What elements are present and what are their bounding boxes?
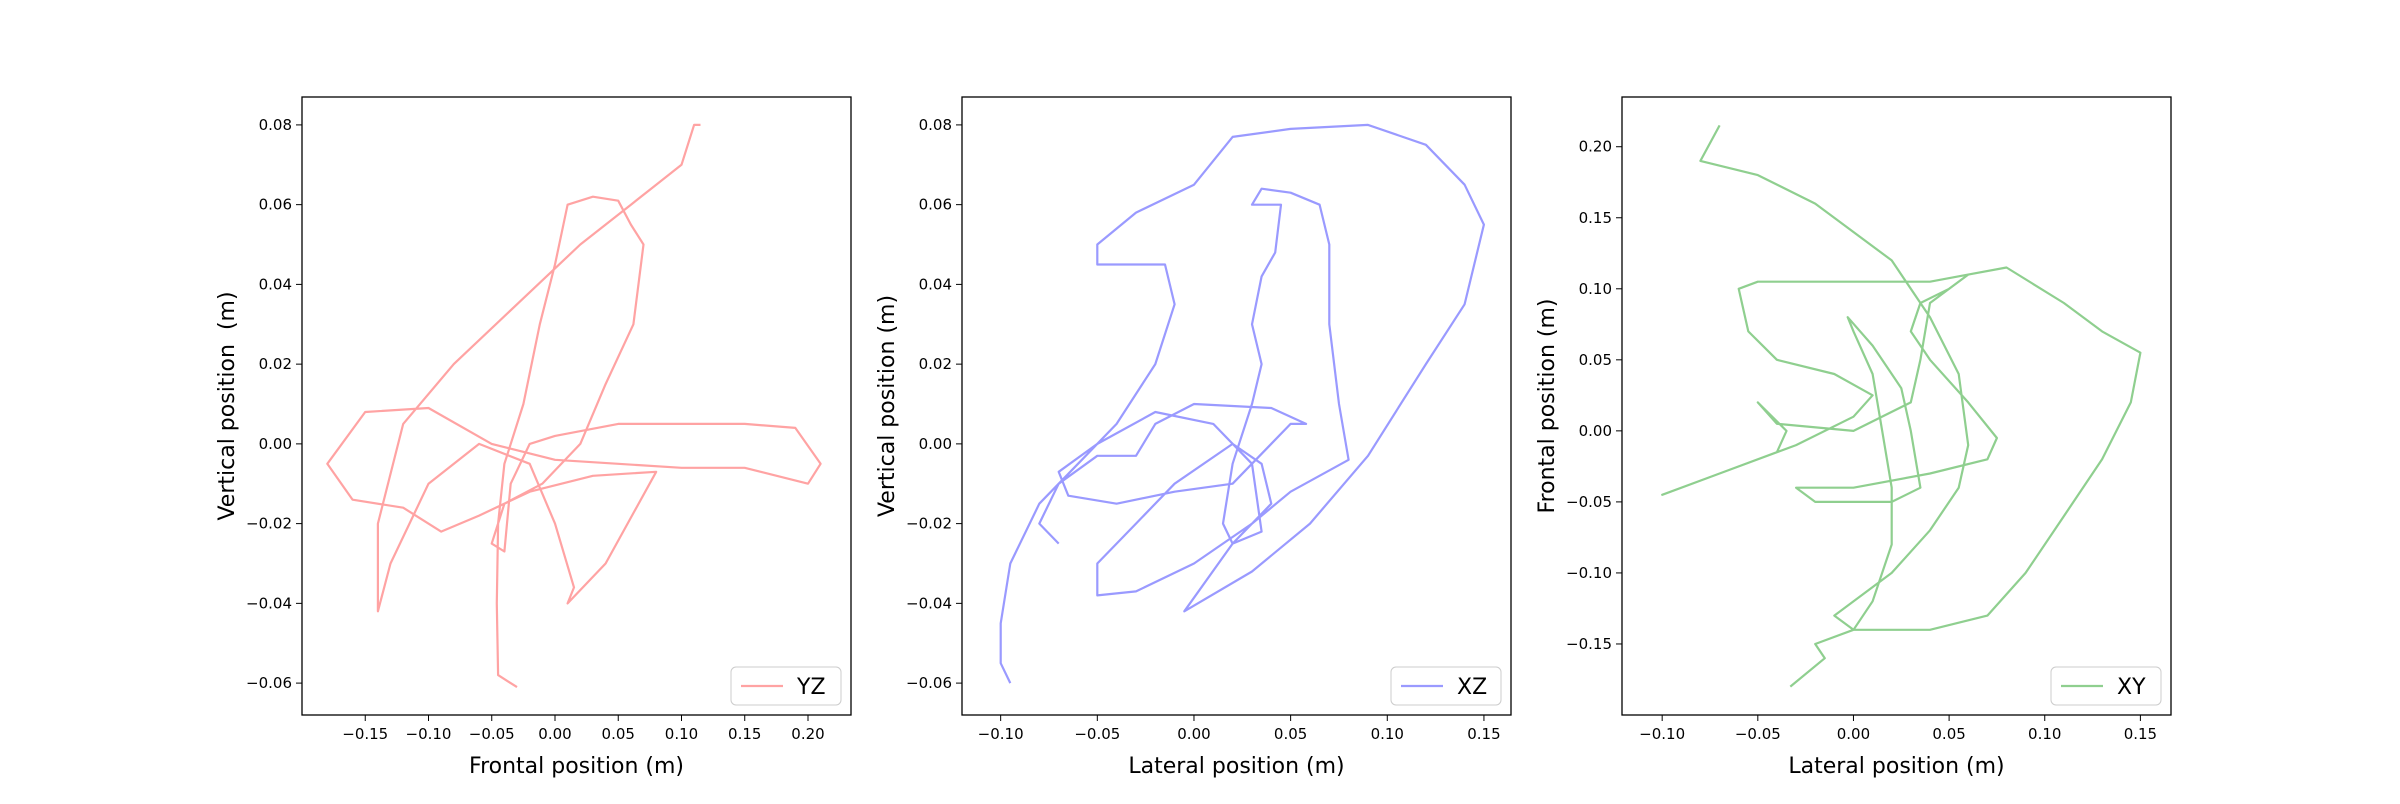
x-tick-label: 0.00 bbox=[538, 725, 571, 743]
legend-box bbox=[730, 666, 842, 706]
y-tick-label: 0.10 bbox=[1579, 280, 1612, 298]
axes: −0.15 −0.10 −0.05 0.00 0.05 0.10 0.15 0.20 −0.06… bbox=[215, 96, 852, 779]
legend-label: XY bbox=[2117, 675, 2146, 700]
legend: YZ bbox=[730, 666, 842, 706]
y-tick-label: −0.04 bbox=[246, 594, 292, 612]
x-tick-label: −0.05 bbox=[1735, 725, 1781, 743]
y-tick-label: 0.02 bbox=[259, 355, 292, 373]
y-tick-label: −0.15 bbox=[1566, 635, 1612, 653]
x-tick-label: 0.15 bbox=[728, 725, 761, 743]
x-tick-label: 0.10 bbox=[665, 725, 698, 743]
axes: −0.10 −0.05 0.00 0.05 0.10 0.15 −0.15 −0.10 −0.0… bbox=[1535, 96, 2172, 779]
x-tick-label: 0.15 bbox=[2124, 725, 2157, 743]
x-tick-label: 0.15 bbox=[1467, 725, 1500, 743]
x-tick-label: 0.10 bbox=[2028, 725, 2061, 743]
y-tick-label: 0.08 bbox=[259, 116, 292, 134]
y-axis-label: Vertical position (m) bbox=[215, 291, 240, 520]
y-tick-label: −0.06 bbox=[246, 674, 292, 692]
legend: XY bbox=[2050, 666, 2162, 706]
y-tick-label: −0.05 bbox=[1566, 493, 1612, 511]
x-tick-label: 0.00 bbox=[1837, 725, 1870, 743]
axes: −0.10 −0.05 0.00 0.05 0.10 0.15 −0.06 −0.04 −0.0… bbox=[875, 96, 1512, 779]
y-tick-label: 0.00 bbox=[919, 435, 952, 453]
legend-box bbox=[2050, 666, 2162, 706]
legend: XZ bbox=[1390, 666, 1502, 706]
trajectory-line bbox=[1661, 124, 2142, 688]
x-tick-label: 0.10 bbox=[1371, 725, 1404, 743]
x-axis-label: Lateral position (m) bbox=[1128, 754, 1344, 779]
y-tick-label: 0.20 bbox=[1579, 138, 1612, 156]
y-tick-label: 0.05 bbox=[1579, 351, 1612, 369]
y-tick-label: 0.06 bbox=[259, 196, 292, 214]
y-tick-label: 0.00 bbox=[1579, 422, 1612, 440]
y-tick-label: 0.04 bbox=[259, 275, 292, 293]
axes-frame bbox=[961, 96, 1512, 716]
x-tick-label: 0.05 bbox=[602, 725, 635, 743]
x-tick-label: −0.10 bbox=[1639, 725, 1685, 743]
x-tick-label: 0.20 bbox=[791, 725, 824, 743]
y-axis-label: Frontal position (m) bbox=[1535, 299, 1560, 514]
x-tick-label: −0.05 bbox=[469, 725, 515, 743]
y-axis-label: Vertical position (m) bbox=[875, 295, 900, 517]
x-tick-label: 0.00 bbox=[1177, 725, 1210, 743]
y-tick-label: −0.06 bbox=[906, 674, 952, 692]
axes-frame bbox=[301, 96, 852, 716]
x-tick-label: 0.05 bbox=[1932, 725, 1965, 743]
y-tick-label: 0.08 bbox=[919, 116, 952, 134]
x-tick-label: −0.05 bbox=[1074, 725, 1120, 743]
y-tick-label: 0.15 bbox=[1579, 209, 1612, 227]
y-tick-label: −0.02 bbox=[906, 515, 952, 533]
trajectory-line bbox=[326, 123, 822, 689]
y-tick-label: −0.02 bbox=[246, 515, 292, 533]
legend-label: YZ bbox=[796, 675, 826, 700]
trajectory-line bbox=[999, 123, 1485, 684]
x-axis-label: Lateral position (m) bbox=[1788, 754, 2004, 779]
y-tick-label: 0.00 bbox=[259, 435, 292, 453]
y-tick-label: 0.06 bbox=[919, 196, 952, 214]
axes-frame bbox=[1621, 96, 2172, 716]
x-tick-label: 0.05 bbox=[1274, 725, 1307, 743]
y-tick-label: 0.04 bbox=[919, 275, 952, 293]
x-tick-label: −0.15 bbox=[342, 725, 388, 743]
legend-label: XZ bbox=[1457, 675, 1487, 700]
x-tick-label: −0.10 bbox=[406, 725, 452, 743]
y-tick-label: −0.10 bbox=[1566, 564, 1612, 582]
y-tick-label: 0.02 bbox=[919, 355, 952, 373]
x-tick-label: −0.10 bbox=[978, 725, 1024, 743]
y-tick-label: −0.04 bbox=[906, 594, 952, 612]
legend-box bbox=[1390, 666, 1502, 706]
x-axis-label: Frontal position (m) bbox=[469, 754, 684, 779]
